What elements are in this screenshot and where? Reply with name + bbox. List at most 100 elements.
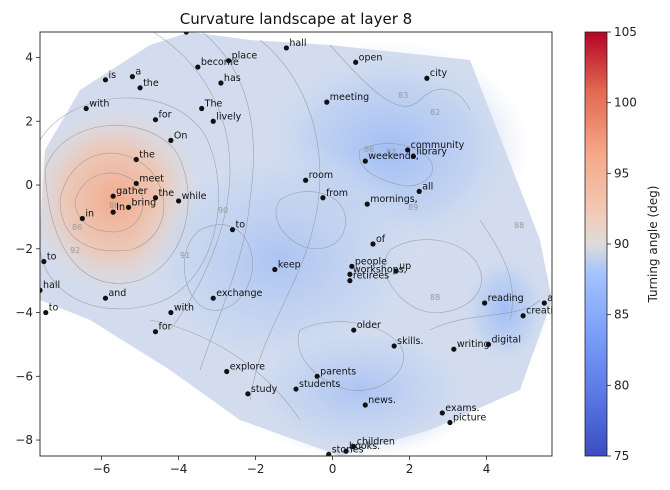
chart-title: Curvature landscape at layer 8 bbox=[180, 10, 412, 28]
point-label: for bbox=[158, 110, 171, 121]
data-point bbox=[168, 309, 174, 316]
point-label: with bbox=[89, 99, 109, 110]
plot-frame bbox=[39, 31, 553, 457]
data-point bbox=[218, 80, 224, 86]
data-point bbox=[326, 451, 332, 456]
point-label: become bbox=[201, 57, 239, 68]
data-point bbox=[405, 147, 411, 153]
y-tick-label: 0 bbox=[25, 178, 33, 192]
point-label: books. bbox=[349, 441, 380, 452]
data-point bbox=[351, 443, 357, 450]
x-tick-label: 0 bbox=[329, 462, 337, 476]
x-tick-label: −2 bbox=[247, 462, 265, 476]
colorbar-tick-label: 95 bbox=[614, 166, 629, 180]
data-point bbox=[314, 373, 320, 379]
data-point bbox=[229, 227, 236, 233]
data-point bbox=[343, 448, 349, 454]
point-label: while bbox=[182, 191, 207, 202]
data-point bbox=[293, 386, 299, 392]
colorbar-ticks: 75 80 85 90 95 100 105 bbox=[607, 25, 637, 463]
data-point bbox=[137, 85, 143, 91]
point-label: from bbox=[326, 188, 348, 199]
data-point bbox=[110, 193, 116, 199]
data-point bbox=[447, 419, 453, 426]
cool-region-center bbox=[130, 140, 430, 380]
data-point bbox=[152, 117, 159, 123]
contour-level-label: 82 bbox=[430, 108, 440, 117]
point-label: digital bbox=[491, 334, 521, 345]
point-label: writing bbox=[457, 339, 490, 350]
colorbar: 75 80 85 90 95 100 105 Turning angle (deg) bbox=[584, 25, 660, 463]
point-label: the bbox=[139, 150, 155, 161]
point-label: reading bbox=[488, 293, 524, 304]
point-label: to bbox=[235, 220, 245, 231]
point-label: weekends, bbox=[368, 151, 419, 162]
point-label: mornings, bbox=[370, 194, 418, 205]
contour-level-label: 88 bbox=[430, 293, 440, 302]
point-label: explore bbox=[230, 362, 265, 373]
y-tick-label: 2 bbox=[25, 114, 33, 128]
y-tick-label: −2 bbox=[15, 242, 33, 256]
data-point bbox=[347, 271, 353, 277]
data-point bbox=[364, 201, 370, 207]
data-point bbox=[451, 346, 457, 352]
point-label: bring bbox=[132, 197, 157, 208]
cool-region-right bbox=[460, 250, 550, 370]
point-label: the bbox=[158, 188, 174, 199]
point-label: parents bbox=[320, 366, 356, 377]
data-point bbox=[541, 300, 547, 306]
point-label: for bbox=[158, 322, 171, 333]
point-label: older bbox=[357, 320, 381, 331]
data-point bbox=[83, 105, 89, 112]
contour-level-label: 92 bbox=[70, 246, 80, 255]
point-label: skills. bbox=[397, 336, 423, 347]
point-label: to bbox=[49, 303, 59, 314]
colorbar-gradient bbox=[584, 31, 608, 457]
point-label: ages. bbox=[547, 293, 573, 304]
point-label: to bbox=[47, 252, 57, 263]
y-axis: 4 2 0 −2 −4 −6 −8 bbox=[15, 51, 40, 447]
data-point bbox=[393, 268, 399, 274]
point-label: meet bbox=[139, 173, 164, 184]
point-label: hall bbox=[43, 280, 60, 291]
data-point bbox=[226, 58, 232, 64]
data-point bbox=[424, 75, 430, 81]
contour-level-label: 86 bbox=[72, 223, 82, 232]
point-label: has bbox=[224, 73, 241, 84]
colorbar-tick-label: 90 bbox=[614, 237, 629, 251]
contour-level-label: 87 bbox=[386, 148, 396, 157]
contour-level-label: 91 bbox=[180, 251, 190, 260]
x-axis: −6 −4 −2 0 2 4 bbox=[93, 456, 491, 476]
data-point bbox=[485, 341, 492, 348]
data-point bbox=[362, 158, 368, 164]
point-label: place bbox=[232, 51, 258, 62]
x-tick-label: 4 bbox=[483, 462, 491, 476]
plot-area: 82 83 86 87 88 89 90 91 92 86 86 88 filled hall place… bbox=[40, 32, 573, 456]
data-point bbox=[351, 327, 357, 333]
point-label: room bbox=[309, 170, 334, 181]
data-point bbox=[362, 402, 368, 408]
data-point bbox=[41, 258, 47, 265]
point-label: exams. bbox=[445, 403, 479, 414]
point-label: library bbox=[416, 146, 447, 157]
point-label: in bbox=[85, 208, 94, 219]
data-point bbox=[410, 153, 417, 159]
point-label: stories bbox=[332, 444, 364, 455]
colorbar-tick-label: 100 bbox=[614, 96, 637, 110]
data-point bbox=[320, 195, 326, 201]
point-label: creative bbox=[526, 306, 565, 317]
data-point bbox=[133, 156, 139, 163]
data-point bbox=[199, 105, 205, 112]
data-point bbox=[79, 215, 85, 222]
y-tick-label: −6 bbox=[15, 369, 33, 383]
point-label: picture bbox=[453, 413, 486, 424]
data-point bbox=[324, 99, 330, 105]
y-tick-label: 4 bbox=[25, 51, 33, 65]
data-point bbox=[125, 204, 132, 210]
data-point bbox=[349, 263, 355, 269]
point-label: is bbox=[108, 70, 116, 81]
data-point bbox=[102, 295, 109, 301]
point-label: students bbox=[299, 379, 340, 390]
data-point bbox=[353, 59, 359, 65]
point-label: community bbox=[411, 140, 465, 151]
